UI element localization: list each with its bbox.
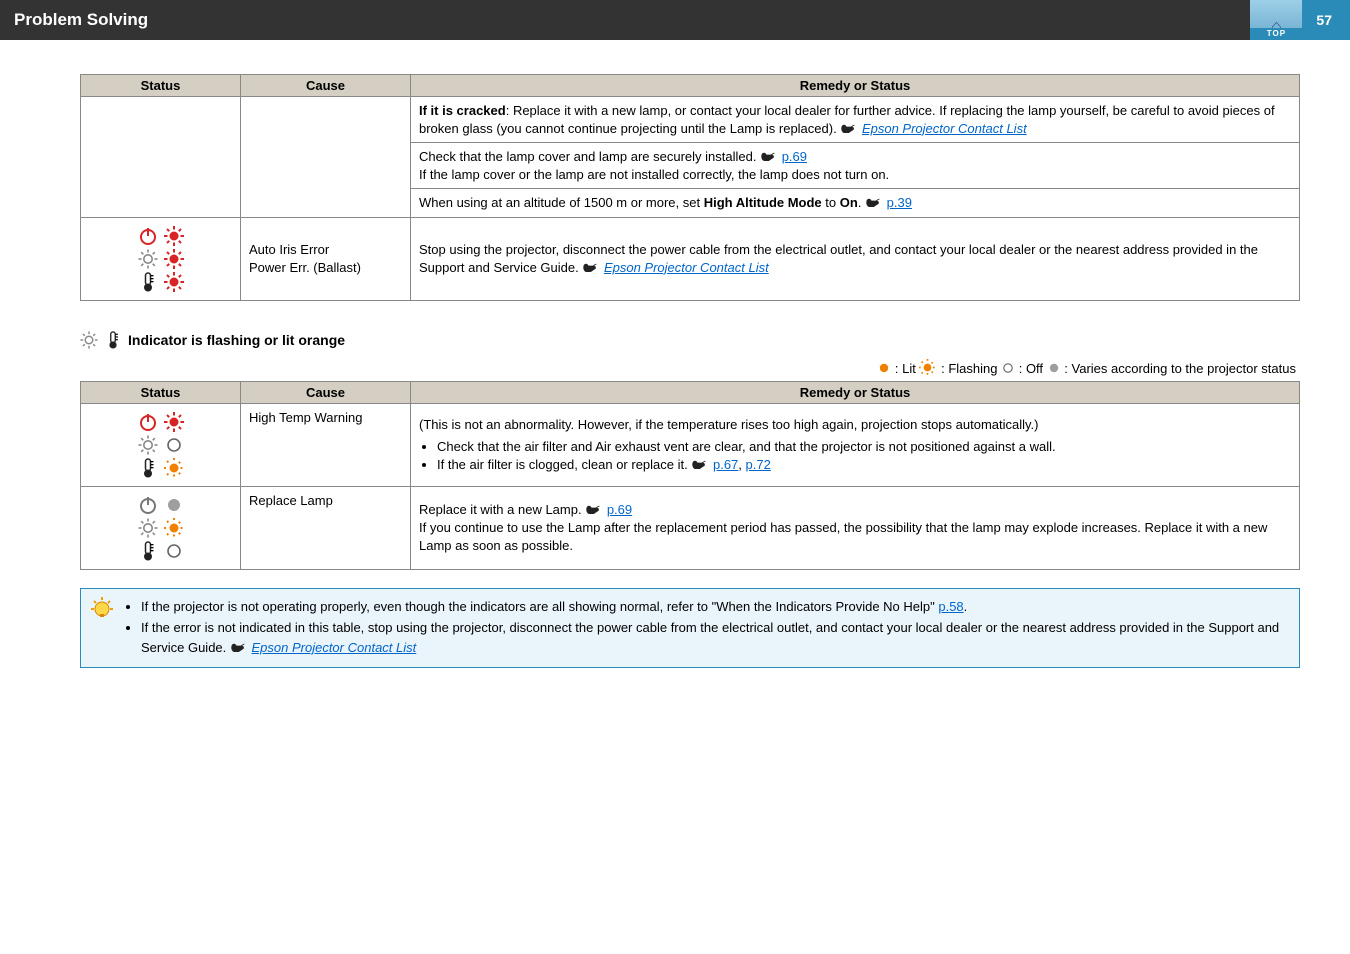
info-box: If the projector is not operating proper… (80, 588, 1300, 669)
status-cell-hightemp (81, 403, 241, 486)
cracked-label: If it is cracked (419, 103, 506, 118)
col-cause: Cause (241, 381, 411, 403)
thermometer-icon (138, 458, 158, 478)
thermometer-icon (138, 541, 158, 561)
lit-icon (877, 361, 891, 375)
off-icon (1001, 361, 1015, 375)
sun-orange-icon (164, 518, 184, 538)
remedy-3: When using at an altitude of 1500 m or m… (411, 189, 1300, 218)
thermometer-icon (138, 272, 158, 292)
page-header: Problem Solving ⌂ TOP 57 (0, 0, 1350, 40)
col-remedy: Remedy or Status (411, 75, 1300, 97)
sun-red-icon (164, 249, 184, 269)
status-cell-replacelamp (81, 486, 241, 569)
lightbulb-icon (90, 597, 116, 623)
hand-pointer-icon (585, 502, 603, 514)
hand-pointer-icon (230, 640, 248, 652)
header-right: ⌂ TOP 57 (1250, 0, 1350, 40)
page-link-72[interactable]: p.72 (746, 457, 771, 472)
hand-pointer-icon (582, 260, 600, 272)
info-content: If the projector is not operating proper… (125, 589, 1299, 668)
hand-pointer-icon (760, 149, 778, 161)
epson-contact-link[interactable]: Epson Projector Contact List (604, 260, 769, 275)
off-icon (164, 541, 184, 561)
varies-icon (164, 495, 184, 515)
page-number: 57 (1302, 0, 1350, 40)
col-cause: Cause (241, 75, 411, 97)
power-icon (138, 226, 158, 246)
status-table-1: Status Cause Remedy or Status If it is c… (80, 74, 1300, 301)
sun-red-icon (164, 272, 184, 292)
sun-red-icon (164, 412, 184, 432)
remedy-4: Stop using the projector, disconnect the… (411, 217, 1300, 300)
page-link-69[interactable]: p.69 (782, 149, 807, 164)
sun-outline-icon (80, 331, 98, 349)
sun-outline-icon (138, 249, 158, 269)
remedy-hightemp: (This is not an abnormality. However, if… (411, 403, 1300, 486)
remedy-replacelamp: Replace it with a new Lamp. p.69 If you … (411, 486, 1300, 569)
hand-pointer-icon (840, 121, 858, 133)
off-icon (164, 435, 184, 455)
remedy-2: Check that the lamp cover and lamp are s… (411, 143, 1300, 189)
status-table-2: Status Cause Remedy or Status Hi (80, 381, 1300, 570)
flashing-icon (919, 359, 937, 377)
page-link-67[interactable]: p.67 (713, 457, 738, 472)
power-icon (138, 412, 158, 432)
epson-contact-link[interactable]: Epson Projector Contact List (252, 640, 417, 655)
page-link-69b[interactable]: p.69 (607, 502, 632, 517)
col-status: Status (81, 381, 241, 403)
header-title: Problem Solving (14, 10, 148, 30)
cause-hightemp: High Temp Warning (241, 403, 411, 486)
page-link-58[interactable]: p.58 (938, 599, 963, 614)
col-remedy: Remedy or Status (411, 381, 1300, 403)
top-link[interactable]: ⌂ TOP (1250, 0, 1302, 40)
info-icon-col (81, 589, 125, 668)
sun-orange-icon (164, 458, 184, 478)
legend: : Lit : Flashing : Off : Varies accordin… (80, 359, 1300, 377)
top-label: TOP (1250, 28, 1302, 40)
cause-cell-empty (241, 97, 411, 218)
hand-pointer-icon (691, 457, 709, 469)
hand-pointer-icon (865, 195, 883, 207)
sun-outline-icon (138, 435, 158, 455)
col-status: Status (81, 75, 241, 97)
section-heading-text: Indicator is flashing or lit orange (128, 332, 345, 348)
power-icon (138, 495, 158, 515)
cause-replacelamp: Replace Lamp (241, 486, 411, 569)
sun-red-icon (164, 226, 184, 246)
section-heading-orange: Indicator is flashing or lit orange (80, 331, 1300, 349)
varies-icon (1047, 361, 1061, 375)
sun-outline-icon (138, 518, 158, 538)
cause-autoiris: Auto Iris Error Power Err. (Ballast) (241, 217, 411, 300)
page-link-39[interactable]: p.39 (887, 195, 912, 210)
epson-contact-link[interactable]: Epson Projector Contact List (862, 121, 1027, 136)
thermometer-icon (104, 331, 122, 349)
status-cell-empty (81, 97, 241, 218)
remedy-1: If it is cracked: Replace it with a new … (411, 97, 1300, 143)
status-cell-autoiris (81, 217, 241, 300)
